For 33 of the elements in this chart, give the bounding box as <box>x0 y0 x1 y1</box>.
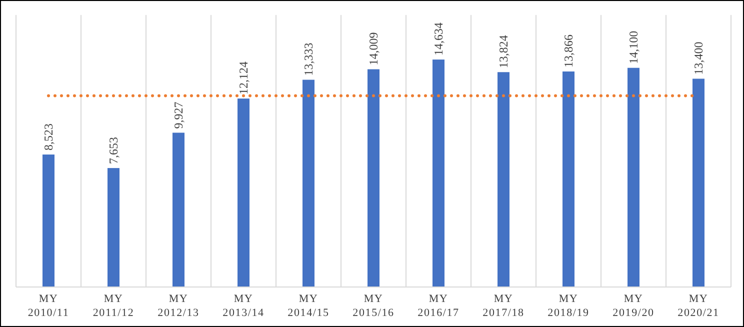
data-label: 13,400 <box>692 42 706 75</box>
bar <box>238 98 250 287</box>
bar <box>498 72 510 287</box>
data-label: 7,653 <box>106 137 120 164</box>
bar <box>42 154 54 287</box>
bar <box>368 69 380 287</box>
x-tick-label: MY 2011/12 <box>92 293 134 319</box>
bar <box>692 78 704 287</box>
bar <box>172 132 184 287</box>
x-tick-label: MY 2014/15 <box>288 293 330 319</box>
data-label: 13,824 <box>496 35 510 68</box>
data-label: 14,634 <box>432 22 446 56</box>
data-label: 13,333 <box>302 42 316 76</box>
data-label: 12,124 <box>236 62 250 95</box>
bar <box>628 68 640 287</box>
data-label: 13,866 <box>562 34 576 68</box>
bar <box>562 71 574 287</box>
bar <box>108 168 120 287</box>
x-tick-label: MY 2020/21 <box>678 293 720 319</box>
bar <box>432 60 444 287</box>
data-label: 14,100 <box>626 30 640 64</box>
x-tick-label: MY 2013/14 <box>222 293 264 319</box>
x-tick-label: MY 2016/17 <box>418 293 460 319</box>
data-label: 14,009 <box>366 32 380 66</box>
x-tick-label: MY 2017/18 <box>482 293 524 319</box>
bar <box>302 80 314 287</box>
x-tick-label: MY 2012/13 <box>158 293 200 319</box>
x-tick-label: MY 2015/16 <box>352 293 394 319</box>
data-label: 9,927 <box>172 102 186 129</box>
x-tick-label: MY 2019/20 <box>612 293 654 319</box>
data-label: 8,523 <box>42 124 56 151</box>
x-tick-label: MY 2010/11 <box>28 293 70 319</box>
x-tick-label: MY 2018/19 <box>548 293 590 319</box>
